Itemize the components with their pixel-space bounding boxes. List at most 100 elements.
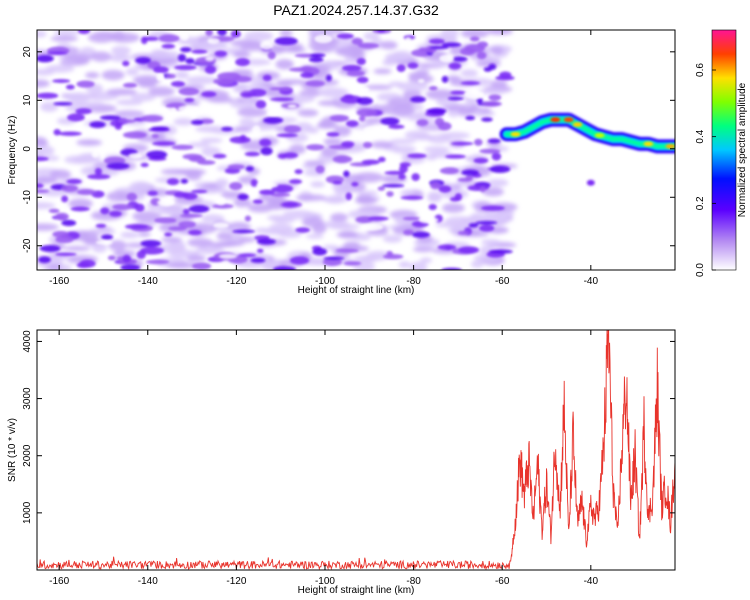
noise-gap bbox=[439, 54, 454, 63]
noise-blob bbox=[238, 253, 257, 258]
noise-blob bbox=[183, 192, 198, 200]
noise-blob bbox=[209, 241, 237, 248]
noise-blob bbox=[146, 150, 168, 159]
noise-blob bbox=[485, 30, 513, 36]
noise-blob bbox=[201, 146, 221, 157]
noise-blob bbox=[295, 194, 327, 202]
noise-gap bbox=[207, 37, 220, 45]
noise-blob bbox=[297, 109, 319, 117]
noise-blob bbox=[336, 33, 354, 39]
noise-blob bbox=[263, 116, 284, 124]
y-tick-label: 10 bbox=[22, 94, 33, 106]
noise-gap bbox=[154, 107, 176, 113]
noise-blob bbox=[148, 50, 180, 60]
noise-blob bbox=[321, 220, 351, 229]
noise-blob bbox=[273, 266, 296, 270]
noise-blob bbox=[37, 156, 49, 162]
noise-gap bbox=[405, 36, 412, 44]
noise-blob bbox=[470, 260, 484, 268]
noise-blob bbox=[271, 184, 294, 193]
noise-blob bbox=[343, 94, 355, 99]
noise-blob bbox=[61, 184, 79, 192]
noise-blob bbox=[130, 92, 156, 102]
colorbar-gradient bbox=[711, 29, 737, 271]
noise-blob bbox=[306, 126, 319, 134]
noise-blob bbox=[483, 66, 492, 72]
noise-blob bbox=[140, 162, 149, 168]
noise-blob bbox=[482, 187, 504, 197]
noise-blob bbox=[279, 30, 293, 37]
noise-blob bbox=[270, 97, 294, 102]
noise-blob bbox=[215, 178, 229, 188]
noise-blob bbox=[145, 259, 170, 265]
noise-blob bbox=[476, 97, 483, 104]
noise-blob bbox=[288, 144, 306, 155]
noise-blob bbox=[111, 45, 131, 56]
noise-blob bbox=[465, 174, 474, 181]
noise-blob bbox=[195, 125, 226, 133]
noise-blob bbox=[124, 224, 149, 230]
noise-blob bbox=[354, 196, 378, 205]
noise-blob bbox=[122, 131, 147, 139]
noise-blob bbox=[260, 147, 273, 156]
noise-blob bbox=[376, 30, 386, 33]
noise-blob bbox=[166, 73, 176, 79]
noise-blob bbox=[396, 64, 406, 73]
noise-blob bbox=[320, 146, 338, 157]
noise-blob bbox=[106, 191, 132, 202]
noise-blob bbox=[204, 65, 217, 74]
y-tick-label: 1000 bbox=[22, 501, 33, 524]
noise-blob bbox=[380, 117, 400, 126]
noise-blob bbox=[174, 64, 197, 71]
noise-blob bbox=[191, 189, 208, 194]
noise-blob bbox=[439, 131, 471, 139]
noise-blob bbox=[184, 97, 195, 103]
noise-blob bbox=[288, 43, 304, 53]
x-tick-label: -60 bbox=[495, 276, 510, 287]
noise-blob bbox=[191, 262, 212, 270]
noise-blob bbox=[428, 61, 453, 67]
noise-blob bbox=[295, 227, 311, 233]
noise-blob bbox=[47, 264, 62, 270]
noise-blob bbox=[382, 234, 403, 243]
noise-blob bbox=[420, 257, 433, 264]
noise-blob bbox=[441, 75, 449, 83]
noise-blob bbox=[470, 36, 480, 42]
noise-blob bbox=[300, 72, 314, 79]
noise-blob bbox=[182, 153, 203, 160]
noise-blob bbox=[478, 107, 491, 114]
noise-gap bbox=[363, 125, 382, 136]
noise-blob bbox=[135, 56, 151, 64]
noise-blob bbox=[227, 164, 245, 170]
noise-blob bbox=[378, 156, 386, 163]
noise-blob bbox=[389, 138, 417, 144]
noise-blob bbox=[275, 59, 294, 70]
colorbar-tick-label: 0.4 bbox=[695, 129, 706, 143]
noise-blob bbox=[380, 41, 398, 50]
noise-blob bbox=[427, 191, 442, 201]
noise-blob bbox=[411, 173, 420, 182]
noise-blob bbox=[324, 195, 346, 204]
ridge-hotspot bbox=[572, 122, 583, 127]
noise-blob bbox=[364, 84, 393, 90]
noise-blob bbox=[441, 267, 462, 270]
noise-blob bbox=[312, 247, 328, 256]
noise-blob bbox=[89, 121, 106, 128]
noise-blob bbox=[306, 144, 325, 151]
noise-blob bbox=[359, 115, 366, 122]
snr-frame bbox=[36, 329, 676, 571]
noise-blob bbox=[388, 124, 405, 129]
noise-blob bbox=[221, 126, 233, 132]
noise-blob bbox=[473, 157, 489, 164]
spectrogram-ridge bbox=[499, 112, 675, 186]
noise-blob bbox=[400, 189, 415, 198]
noise-blob bbox=[140, 246, 165, 255]
noise-blob bbox=[140, 36, 148, 45]
noise-blob bbox=[38, 256, 51, 264]
noise-blob bbox=[37, 68, 55, 76]
noise-gap bbox=[287, 104, 297, 109]
noise-blob bbox=[65, 84, 75, 90]
noise-blob bbox=[52, 230, 69, 238]
noise-gap bbox=[267, 109, 279, 117]
noise-blob bbox=[476, 51, 487, 60]
